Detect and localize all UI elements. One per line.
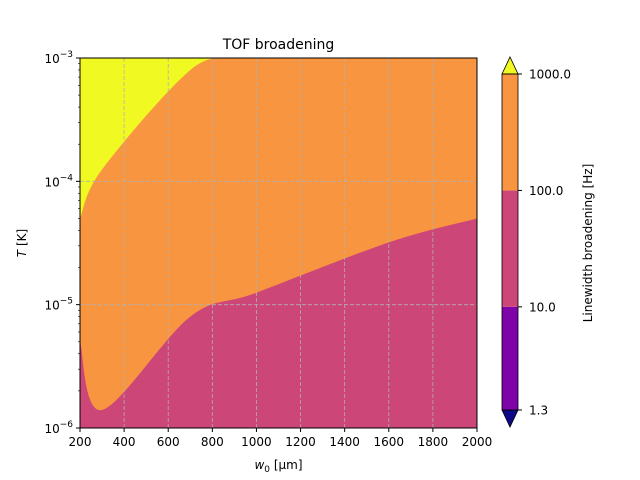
grid-lines: [80, 58, 477, 428]
colorbar-segment: [502, 190, 518, 307]
colorbar: 1.3 10.0 100.0 1000.0: [501, 56, 571, 428]
colorbar-tick-label: 1.3: [529, 404, 548, 418]
plot-frame: [79, 57, 478, 429]
y-axis-label: T [K]: [15, 229, 29, 257]
colorbar-label: Linewidth broadening [Hz]: [581, 164, 595, 323]
y-axis: 10−6 10−5 10−4 10−3: [44, 50, 80, 436]
plot-area: [80, 58, 477, 428]
y-tick-label: 10−4: [44, 173, 73, 189]
y-tick-label: 10−3: [44, 50, 73, 66]
chart-title: TOF broadening: [222, 37, 335, 53]
x-tick-label: 200: [69, 435, 92, 449]
colorbar-extend-over: [501, 56, 519, 75]
x-axis: 200 400 600 800 1000 1200 1400 1600 1800 2000: [69, 428, 493, 449]
x-tick-label: 1000: [241, 435, 272, 449]
colorbar-extend-under: [501, 409, 519, 428]
x-axis-label: w0 [µm]: [254, 458, 302, 475]
x-tick-label: 1200: [285, 435, 316, 449]
y-tick-label: 10−5: [44, 297, 73, 313]
colorbar-segment: [502, 74, 518, 191]
colorbar-tick-label: 100.0: [529, 184, 563, 198]
colorbar-frame: [501, 73, 519, 411]
x-tick-label: 1400: [329, 435, 360, 449]
x-tick-label: 800: [201, 435, 224, 449]
x-tick-label: 400: [113, 435, 136, 449]
x-tick-label: 2000: [462, 435, 493, 449]
x-tick-label: 1800: [418, 435, 449, 449]
region-above-1000: [80, 58, 235, 219]
x-tick-label: 600: [157, 435, 180, 449]
colorbar-segment: [502, 306, 518, 410]
x-tick-label: 1600: [374, 435, 405, 449]
y-tick-label: 10−6: [44, 420, 73, 436]
colorbar-tick-label: 10.0: [529, 300, 556, 314]
region-below-100: [80, 218, 477, 428]
colorbar-tick-label: 1000.0: [529, 68, 571, 82]
